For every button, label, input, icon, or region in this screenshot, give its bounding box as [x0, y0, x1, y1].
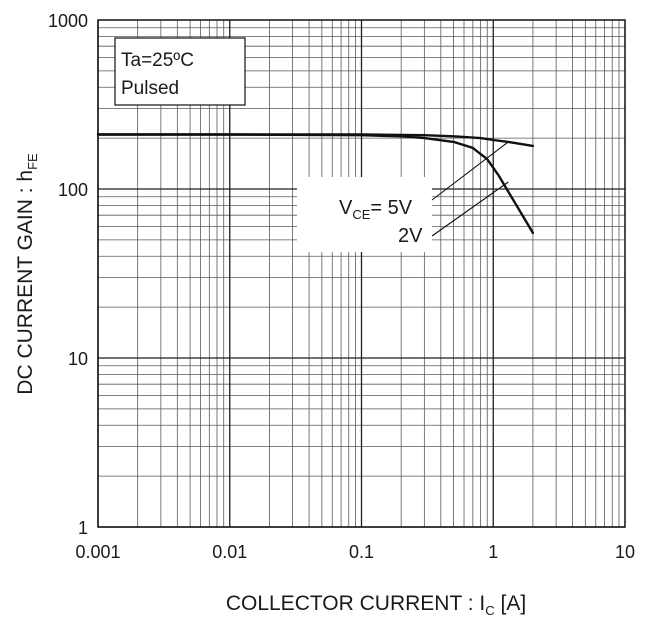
x-tick-label: 0.001 — [75, 542, 120, 562]
condition-pulsed: Pulsed — [121, 78, 179, 99]
series-label-vce-5v: VCE= 5V — [339, 197, 413, 222]
y-tick-label: 1 — [78, 518, 88, 538]
x-tick-label: 0.01 — [212, 542, 247, 562]
y-tick-label: 10 — [68, 349, 88, 369]
x-axis-title: COLLECTOR CURRENT : IC [A] — [226, 592, 526, 618]
series-label-vce-2v: 2V — [398, 225, 423, 247]
y-axis-title: DC CURRENT GAIN : hFE — [14, 153, 40, 395]
condition-temperature: Ta=25ºC — [121, 50, 194, 71]
y-tick-label: 1000 — [48, 11, 88, 31]
x-tick-label: 1 — [488, 542, 498, 562]
x-tick-label: 10 — [615, 542, 635, 562]
y-tick-label: 100 — [58, 180, 88, 200]
x-tick-label: 0.1 — [349, 542, 374, 562]
